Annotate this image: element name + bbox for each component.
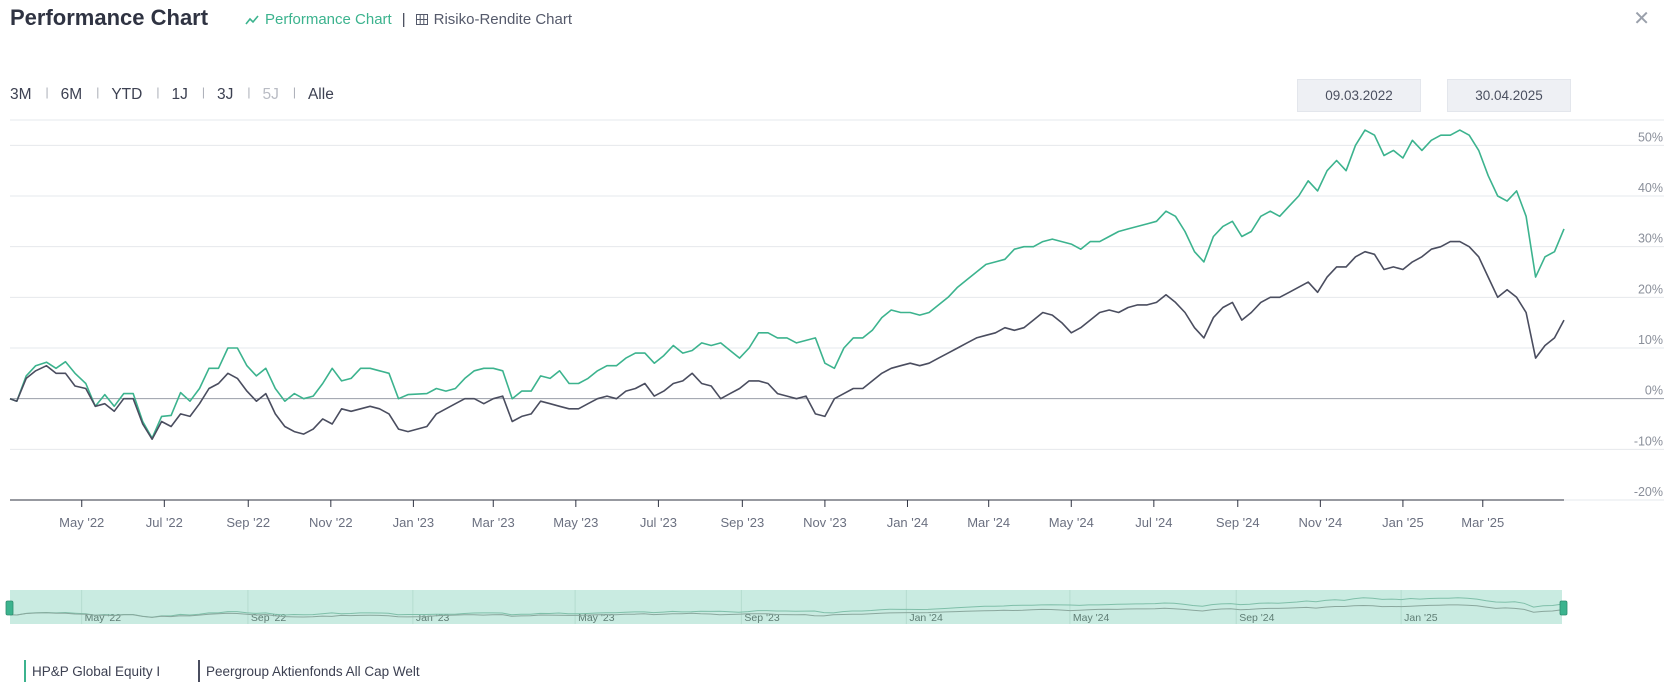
range-selector: 3M | 6M | YTD | 1J | 3J | 5J | Alle	[10, 85, 334, 104]
navigator-tick-label: Jan '25	[1404, 612, 1438, 624]
y-tick-label: -20%	[1634, 485, 1663, 499]
y-tick-label: 50%	[1638, 130, 1663, 144]
tab-performance-label: Performance Chart	[265, 11, 392, 28]
navigator-handle-left[interactable]	[5, 600, 14, 616]
series-line-peer	[9, 240, 1565, 441]
x-tick-label: Jul '24	[1135, 515, 1172, 530]
y-tick-label: 0%	[1645, 384, 1663, 398]
tab-performance-chart[interactable]: Performance Chart	[245, 11, 392, 28]
range-button-6m[interactable]: 6M	[60, 86, 83, 103]
from-date-input[interactable]: 09.03.2022	[1297, 79, 1421, 112]
navigator-tick-label: Sep '24	[1239, 612, 1274, 624]
y-tick-label: 30%	[1638, 232, 1663, 246]
legend-swatch-peer	[198, 660, 200, 682]
tab-separator: |	[401, 11, 406, 28]
range-button-3j[interactable]: 3J	[216, 86, 234, 103]
range-button-3m[interactable]: 3M	[10, 86, 32, 103]
navigator[interactable]: May '22 Sep '22 Jan '23 May '23 Sep '23 Jan '…	[0, 590, 1664, 630]
x-tick-label: Sep '23	[720, 515, 764, 530]
y-tick-label: 10%	[1638, 333, 1663, 347]
x-tick-label: Sep '24	[1216, 515, 1260, 530]
series-line-fund	[9, 129, 1565, 440]
x-tick-label: Mar '23	[472, 515, 515, 530]
x-tick-label: Sep '22	[226, 515, 270, 530]
x-tick-label: May '22	[59, 515, 104, 530]
y-tick-label: 40%	[1638, 181, 1663, 195]
range-separator: |	[156, 85, 160, 99]
to-date-input[interactable]: 30.04.2025	[1447, 79, 1571, 112]
range-button-alle[interactable]: Alle	[307, 86, 334, 103]
tab-risk-return-chart[interactable]: Risiko-Rendite Chart	[415, 11, 573, 28]
legend-item-fund[interactable]: HP&P Global Equity I	[24, 660, 160, 682]
line-chart-icon	[245, 14, 259, 24]
navigator-line-peer	[9, 604, 1563, 618]
x-tick-label: Mar '24	[967, 515, 1010, 530]
range-separator: |	[45, 85, 49, 99]
x-tick-label: Mar '25	[1461, 515, 1504, 530]
range-separator: |	[201, 85, 205, 99]
x-tick-label: Nov '23	[803, 515, 847, 530]
navigator-tick-label: May '24	[1073, 612, 1110, 624]
tab-risk-return-label: Risiko-Rendite Chart	[433, 11, 573, 28]
close-icon[interactable]: ✕	[1633, 8, 1650, 30]
range-separator: |	[247, 85, 251, 99]
navigator-tick-label: May '22	[85, 612, 122, 624]
performance-chart: -20% -10% 0% 10% 20% 30% 40% 50% May '22 Jul '22 S…	[9, 119, 1664, 530]
x-tick-label: Jan '25	[1382, 515, 1424, 530]
chart-type-tabs: Performance Chart | Risiko-Rendite Chart	[245, 11, 572, 28]
x-tick-label: May '23	[553, 515, 598, 530]
navigator-tick-label: Jan '24	[909, 612, 943, 624]
navigator-selection[interactable]	[10, 590, 1562, 624]
range-separator: |	[96, 85, 100, 99]
navigator-line-fund	[9, 597, 1563, 618]
range-separator: |	[292, 85, 296, 99]
x-tick-label: Nov '22	[309, 515, 353, 530]
x-tick-label: May '24	[1049, 515, 1094, 530]
y-tick-label: 20%	[1638, 282, 1663, 296]
x-tick-label: Jul '23	[640, 515, 677, 530]
range-button-1j[interactable]: 1J	[171, 86, 188, 103]
y-tick-label: -10%	[1634, 434, 1663, 448]
legend-label-peer: Peergroup Aktienfonds All Cap Welt	[206, 663, 420, 679]
navigator-tick-label: Sep '23	[744, 612, 779, 624]
range-button-5j: 5J	[262, 86, 279, 103]
x-tick-label: Nov '24	[1299, 515, 1343, 530]
legend-swatch-fund	[24, 660, 26, 682]
x-tick-label: Jan '23	[393, 515, 435, 530]
legend-item-peer[interactable]: Peergroup Aktienfonds All Cap Welt	[198, 660, 420, 682]
x-tick-label: Jul '22	[146, 515, 183, 530]
page-title: Performance Chart	[10, 5, 209, 30]
grid-icon	[415, 14, 428, 25]
range-button-ytd[interactable]: YTD	[111, 86, 143, 103]
x-tick-label: Jan '24	[887, 515, 929, 530]
navigator-handle-right[interactable]	[1559, 600, 1568, 616]
legend-label-fund: HP&P Global Equity I	[32, 663, 161, 679]
